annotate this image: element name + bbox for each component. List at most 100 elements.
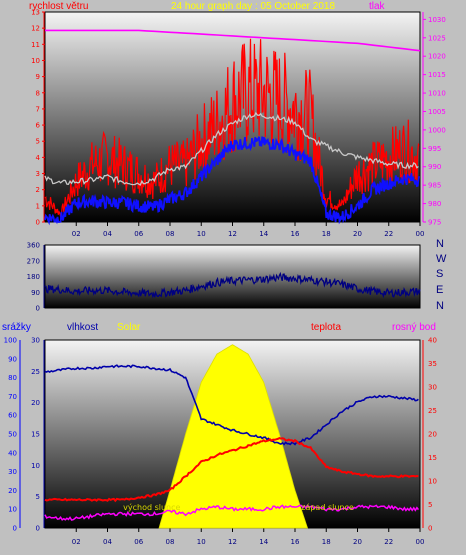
pressure-tick-label: 990	[428, 163, 441, 171]
temperature-label: teplota	[311, 322, 342, 333]
wind-tick-label: 2	[36, 186, 40, 194]
graph-title: 24 hour graph day : 05 October 2018	[171, 1, 336, 12]
time-tick-label: 16	[291, 538, 300, 546]
time-tick-label: 12	[228, 538, 237, 546]
wind-average-line	[44, 136, 421, 226]
time-tick-label: 00	[416, 538, 425, 546]
time-tick-label: 14	[259, 230, 268, 238]
time-tick-label: 12	[228, 230, 237, 238]
pressure-line	[45, 29, 421, 52]
humidity-tick-label: 15	[31, 431, 40, 439]
temperature-tick-label: 25	[428, 407, 437, 415]
temperature-tick-label: 30	[428, 384, 437, 392]
sunrise-label: východ slunce	[123, 503, 180, 512]
rain-tick-label: 80	[8, 374, 17, 382]
pressure-tick-label: 1030	[428, 16, 446, 24]
temperature-tick-label: 20	[428, 431, 437, 439]
rain-tick-label: 100	[4, 337, 17, 345]
direction-tick-label: 180	[27, 273, 40, 281]
wind-tick-label: 5	[36, 138, 40, 146]
rain-label: srážky	[2, 322, 31, 333]
time-tick-label: 02	[72, 230, 81, 238]
pressure-tick-label: 1020	[428, 53, 446, 61]
wind-direction-plot-area	[44, 244, 421, 309]
time-tick-label: 10	[197, 538, 206, 546]
rain-tick-label: 50	[8, 431, 17, 439]
direction-tick-label: 270	[27, 257, 40, 265]
pressure-tick-label: 985	[428, 182, 441, 190]
direction-tick-label: 360	[27, 242, 40, 250]
pressure-tick-label: 1010	[428, 90, 446, 98]
wind-tick-label: 8	[36, 89, 40, 97]
sunset-label: západ slunce	[301, 503, 354, 512]
pressure-tick-label: 1005	[428, 108, 446, 116]
pressure-tick-label: 980	[428, 200, 441, 208]
time-tick-label: 06	[134, 538, 143, 546]
time-tick-label: 08	[166, 538, 175, 546]
time-tick-label: 04	[103, 538, 112, 546]
time-tick-label: 08	[166, 230, 175, 238]
solar-label: Solar	[117, 322, 141, 333]
direction-tick-label: 90	[31, 289, 40, 297]
time-tick-label: 14	[259, 538, 268, 546]
humidity-label: vlhkost	[67, 322, 99, 333]
wind-tick-label: 0	[36, 219, 40, 227]
rain-tick-label: 30	[8, 468, 17, 476]
wind-tick-label: 3	[36, 170, 40, 178]
pressure-tick-label: 1025	[428, 34, 446, 42]
compass-east: E	[436, 284, 444, 296]
direction-tick-label: 0	[36, 305, 40, 313]
humidity-tick-label: 10	[31, 462, 40, 470]
humidity-tick-label: 25	[31, 368, 40, 376]
wind-tick-label: 10	[31, 57, 40, 65]
compass-north-top: N	[436, 238, 444, 250]
time-tick-label: 10	[197, 230, 206, 238]
time-tick-label: 02	[72, 538, 81, 546]
pressure-tick-label: 1000	[428, 126, 446, 134]
pressure-label: tlak	[369, 1, 385, 12]
wind-tick-label: 12	[31, 25, 40, 33]
humidity-line	[44, 364, 419, 446]
time-tick-label: 22	[384, 538, 393, 546]
temperature-tick-label: 0	[428, 525, 432, 533]
compass-south: S	[436, 268, 444, 280]
time-tick-label: 20	[353, 538, 362, 546]
wind-tick-label: 11	[31, 41, 40, 49]
temperature-tick-label: 40	[428, 337, 437, 345]
rain-tick-label: 40	[8, 449, 17, 457]
temperature-tick-label: 10	[428, 478, 437, 486]
rain-tick-label: 10	[8, 506, 17, 514]
temperature-tick-label: 5	[428, 501, 432, 509]
wind-speed-label: rychlost větru	[29, 1, 89, 12]
rain-tick-label: 0	[13, 525, 17, 533]
compass-west: W	[436, 253, 447, 265]
wind-tick-label: 13	[31, 9, 40, 17]
wind-tick-label: 9	[36, 73, 40, 81]
pressure-tick-label: 1015	[428, 71, 446, 79]
time-tick-label: 06	[134, 230, 143, 238]
rain-tick-label: 70	[8, 393, 17, 401]
rain-tick-label: 90	[8, 355, 17, 363]
time-tick-label: 18	[322, 230, 331, 238]
temperature-line	[44, 437, 419, 503]
temperature-tick-label: 35	[428, 360, 437, 368]
rain-tick-label: 60	[8, 412, 17, 420]
time-tick-label: 22	[384, 230, 393, 238]
pressure-tick-label: 995	[428, 145, 441, 153]
wind-tick-label: 1	[36, 202, 40, 210]
wind-direction-line	[44, 271, 421, 299]
pressure-tick-label: 975	[428, 219, 441, 227]
time-tick-label: 20	[353, 230, 362, 238]
wind-10min-line	[44, 111, 419, 186]
dewpoint-label: rosný bod	[392, 322, 436, 333]
humidity-tick-label: 0	[36, 525, 40, 533]
dewpoint-line	[44, 504, 419, 521]
humidity-tick-label: 5	[36, 493, 40, 501]
time-tick-label: 00	[416, 230, 425, 238]
wind-tick-label: 4	[36, 154, 41, 162]
wind-tick-label: 6	[36, 122, 41, 130]
wind-tick-label: 7	[36, 105, 40, 113]
temperature-tick-label: 15	[428, 454, 437, 462]
